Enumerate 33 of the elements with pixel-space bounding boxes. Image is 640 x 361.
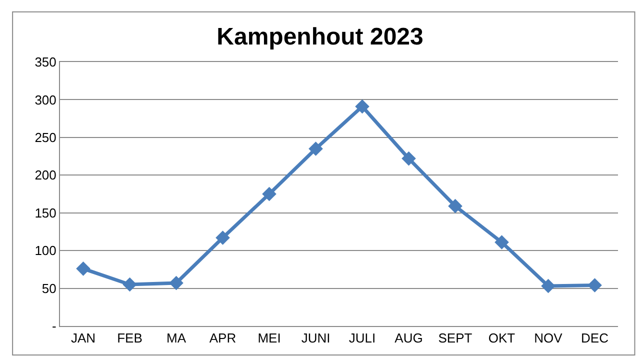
x-tick-label: AUG	[394, 330, 423, 346]
y-tick-label: 300	[34, 92, 56, 108]
point	[541, 278, 556, 294]
point	[448, 198, 462, 214]
x-tick-label: SEPT	[438, 330, 472, 346]
x-tick-label: APR	[209, 330, 236, 346]
x-tick-label: JULI	[348, 330, 376, 346]
x-tick-label: MA	[166, 330, 186, 346]
x-tick-label: FEB	[117, 330, 142, 346]
x-tick-label: JUNI	[301, 330, 330, 346]
point	[262, 186, 276, 202]
point	[402, 151, 416, 166]
x-tick-label: MEI	[258, 330, 281, 346]
y-tick-label: 150	[34, 205, 56, 220]
y-tick-label: 250	[34, 130, 56, 145]
chart-title: Kampenhout 2023	[216, 24, 424, 50]
point	[169, 276, 184, 290]
y-tick-label: -	[52, 318, 56, 334]
x-tick-label: OKT	[488, 330, 516, 346]
point	[355, 99, 370, 114]
y-tick-label: 200	[34, 168, 56, 183]
x-tick-label: NOV	[534, 330, 563, 346]
y-tick-label: 50	[42, 280, 56, 296]
x-tick-label: JAN	[70, 330, 96, 346]
x-tick-label: DEC	[581, 330, 608, 346]
point	[494, 235, 509, 250]
y-tick-label: 350	[34, 54, 56, 70]
point	[122, 277, 137, 292]
point	[588, 278, 602, 292]
y-tick-label: 100	[34, 243, 56, 258]
point	[308, 142, 323, 156]
point	[76, 262, 90, 276]
point	[216, 230, 230, 245]
